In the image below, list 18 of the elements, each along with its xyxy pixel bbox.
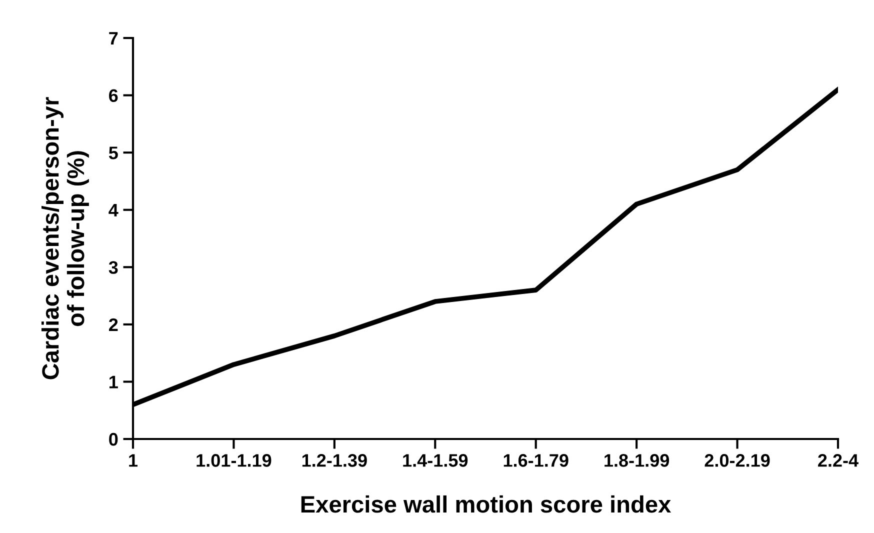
x-tick-label: 1 xyxy=(129,454,138,467)
x-tick-label: 1.01-1.19 xyxy=(196,454,272,467)
y-axis-title: Cardiac events/person-yr of follow-up (%) xyxy=(41,97,89,380)
y-tick-label: 3 xyxy=(108,261,118,274)
y-tick-label: 0 xyxy=(109,432,118,446)
x-tick-label: 1.8-1.99 xyxy=(604,454,670,467)
y-tick-label: 6 xyxy=(109,89,118,102)
y-tick-label: 1 xyxy=(110,376,118,388)
y-tick-label: 5 xyxy=(108,146,118,160)
x-tick-label: 2.0-2.19 xyxy=(704,454,770,467)
x-tick-label: 2.2-4 xyxy=(818,454,858,467)
y-tick-label: 4 xyxy=(108,204,118,216)
x-tick-label: 1.2-1.39 xyxy=(302,454,367,467)
x-tick-label: 1.6-1.79 xyxy=(504,454,568,467)
y-tick-label: 7 xyxy=(109,32,118,45)
x-tick-label: 1.4-1.59 xyxy=(403,454,468,467)
y-tick-label: 2 xyxy=(109,318,118,331)
x-axis-title: Exercise wall motion score index xyxy=(301,495,672,513)
